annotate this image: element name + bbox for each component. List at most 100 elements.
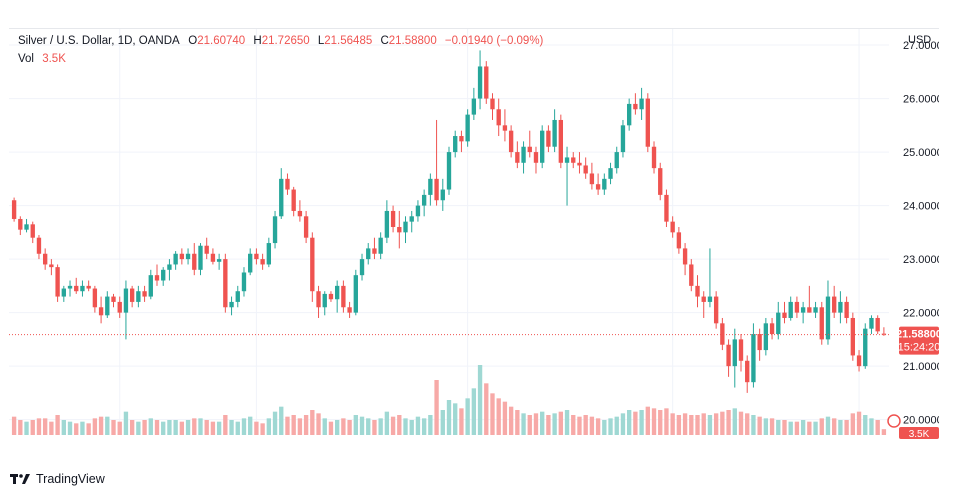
volume-bar bbox=[415, 416, 421, 435]
volume-bar bbox=[359, 416, 365, 435]
volume-bar bbox=[129, 420, 135, 435]
volume-bar bbox=[98, 416, 104, 435]
candle-body bbox=[61, 288, 66, 297]
tradingview-footer[interactable]: TradingView bbox=[10, 472, 105, 486]
volume-bar bbox=[881, 429, 887, 435]
volume-bar bbox=[863, 415, 868, 435]
candle-body bbox=[832, 296, 837, 313]
volume-bar bbox=[875, 420, 880, 435]
volume-bar bbox=[235, 421, 240, 435]
volume-bar bbox=[745, 413, 750, 435]
candle-body bbox=[571, 157, 576, 163]
volume-bar bbox=[123, 411, 129, 435]
volume-bar bbox=[558, 411, 564, 435]
volume-bar bbox=[86, 423, 91, 435]
candle-body bbox=[142, 291, 147, 297]
candle-body bbox=[453, 136, 458, 153]
candle-body bbox=[558, 119, 564, 163]
volume-bar bbox=[651, 408, 657, 435]
volume-legend: Vol 3.5K bbox=[18, 53, 66, 65]
candle-body bbox=[589, 173, 595, 185]
candle-body bbox=[18, 218, 23, 230]
candle-body bbox=[260, 259, 265, 265]
low-value: 21.56485 bbox=[324, 35, 373, 47]
candlestick-chart[interactable]: 27.00000 26.00000 25.00000 24.00000 23.00000… bbox=[9, 29, 939, 439]
volume-bar bbox=[173, 420, 178, 435]
volume-bar bbox=[434, 380, 439, 435]
candle-body bbox=[291, 189, 296, 211]
candle-body bbox=[185, 253, 191, 260]
chart-frame[interactable]: 27.00000 26.00000 25.00000 24.00000 23.00000… bbox=[9, 28, 939, 439]
candle-body bbox=[850, 317, 856, 356]
currency-flag-icon bbox=[887, 414, 901, 428]
volume-bar bbox=[297, 418, 303, 435]
volume-bar bbox=[856, 411, 862, 435]
volume-bar bbox=[210, 421, 216, 435]
volume-bar bbox=[819, 418, 824, 435]
close-value: 21.58800 bbox=[388, 35, 437, 47]
candle-body bbox=[807, 307, 812, 313]
candle-body bbox=[651, 146, 657, 169]
candle-body bbox=[347, 307, 352, 313]
volume-bar bbox=[589, 416, 595, 435]
volume-bar bbox=[564, 410, 570, 435]
volume-tag-box bbox=[899, 427, 939, 439]
volume-bar bbox=[620, 413, 626, 435]
candle-body bbox=[173, 253, 178, 265]
candle-body bbox=[856, 355, 862, 367]
volume-bar bbox=[322, 418, 327, 435]
y-tick-label: 27.00000 bbox=[903, 40, 939, 52]
candle-body bbox=[55, 267, 60, 297]
candle-body bbox=[620, 125, 626, 153]
volume-bar bbox=[347, 420, 352, 435]
candle-body bbox=[111, 296, 116, 302]
candle-body bbox=[223, 259, 228, 308]
volume-bar bbox=[334, 420, 340, 435]
high-label: H bbox=[253, 35, 262, 47]
candle-body bbox=[30, 224, 35, 238]
volume-bar bbox=[117, 421, 122, 435]
candle-body bbox=[328, 293, 334, 300]
y-tick-label: 26.00000 bbox=[903, 94, 939, 106]
volume-bar bbox=[726, 410, 731, 435]
volume-bar bbox=[154, 420, 160, 435]
candle-body bbox=[297, 210, 303, 217]
currency-label[interactable]: USD bbox=[908, 34, 932, 46]
low-label: L bbox=[317, 35, 325, 47]
volume-bar bbox=[738, 411, 744, 435]
candle-body bbox=[583, 165, 588, 174]
candle-body bbox=[695, 285, 700, 297]
vol-value: 3.5K bbox=[42, 53, 66, 65]
symbol-title[interactable]: Silver / U.S. Dollar, 1D, OANDA bbox=[18, 35, 180, 47]
volume-bar bbox=[546, 415, 551, 435]
volume-bar bbox=[595, 418, 601, 435]
candle-body bbox=[266, 243, 272, 265]
candle-body bbox=[216, 259, 222, 262]
candle-body bbox=[875, 317, 880, 332]
volume-bar bbox=[353, 415, 358, 435]
candle-body bbox=[129, 288, 135, 302]
volume-bar bbox=[55, 415, 60, 435]
candle-body bbox=[403, 221, 408, 233]
candle-body bbox=[626, 103, 632, 126]
candle-body bbox=[42, 253, 48, 265]
candle-body bbox=[390, 210, 396, 227]
candle-body bbox=[428, 178, 433, 195]
volume-bar bbox=[185, 420, 191, 435]
open-label: O bbox=[188, 35, 198, 47]
candle-body bbox=[80, 285, 85, 292]
volume-bar bbox=[682, 413, 688, 435]
volume-bar bbox=[527, 415, 532, 435]
candle-body bbox=[67, 285, 73, 289]
candle-body bbox=[366, 248, 371, 260]
candle-body bbox=[105, 296, 110, 316]
candle-body bbox=[154, 275, 160, 281]
volume-bar bbox=[390, 416, 396, 435]
volume-bar bbox=[453, 403, 458, 435]
volume-bar bbox=[241, 418, 247, 435]
candle-body bbox=[204, 245, 209, 254]
candle-body bbox=[397, 227, 402, 233]
countdown-label: 15:24:20 bbox=[898, 342, 939, 354]
candle-body bbox=[800, 307, 806, 313]
volume-bar bbox=[378, 418, 383, 435]
